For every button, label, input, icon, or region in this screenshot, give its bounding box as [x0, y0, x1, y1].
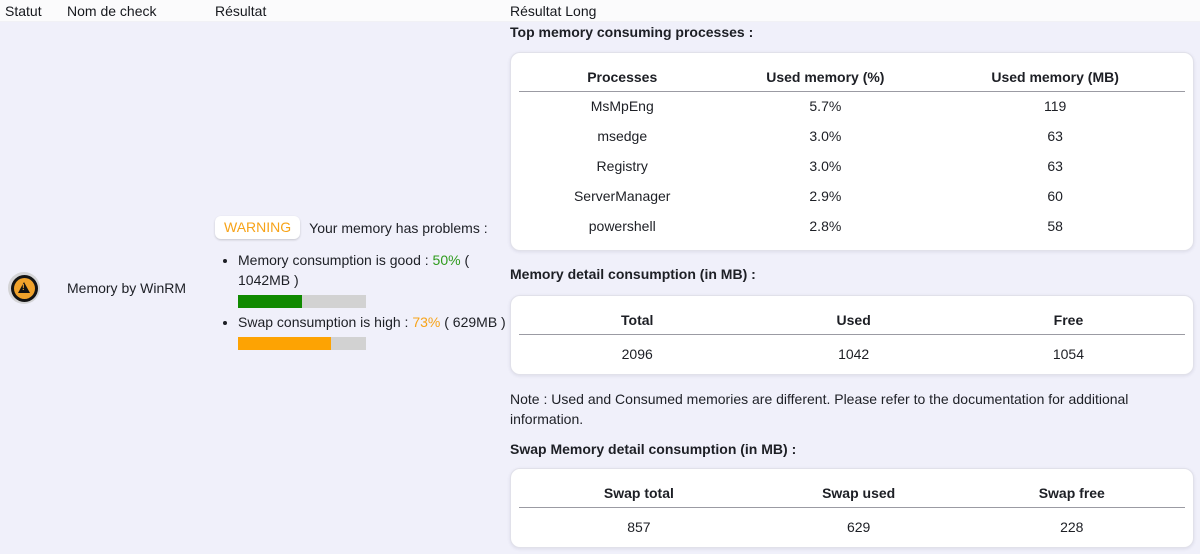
warning-icon-ring	[10, 274, 38, 302]
table-header: Used memory (MB)	[925, 53, 1185, 92]
table-cell: 857	[627, 519, 651, 536]
table-cell: msedge	[597, 128, 648, 144]
table-cell: 629	[846, 519, 871, 536]
swap-usage-bar-fill	[238, 337, 332, 350]
table-header: Swap free	[958, 469, 1185, 508]
problem-list: Memory consumption is good : 50% ( 1042M…	[215, 250, 515, 350]
result-summary-text: Your memory has problems :	[309, 219, 488, 236]
table-cell: 63	[1047, 128, 1063, 144]
table-row: powershell 2.8% 58	[519, 211, 1185, 241]
process-table: Processes Used memory (%) Used memory (M…	[519, 53, 1185, 241]
column-header-nom-de-check[interactable]: Nom de check	[67, 3, 157, 19]
table-header: Swap total	[519, 469, 759, 508]
table-header: Used	[755, 296, 952, 335]
column-header-resultat[interactable]: Résultat	[215, 3, 267, 19]
list-item: Swap consumption is high : 73% ( 629MB )	[238, 312, 515, 350]
swap-table-card: Swap total Swap used Swap free 857 629 2…	[510, 468, 1194, 548]
column-header-resultat-long[interactable]: Résultat Long	[510, 3, 597, 19]
swap-table: Swap total Swap used Swap free 857 629 2…	[519, 469, 1185, 547]
memory-usage-bar-fill	[238, 295, 302, 308]
table-header: Processes	[519, 53, 726, 92]
problem-percent: 73%	[412, 314, 441, 330]
problem-label: Swap consumption is high :	[238, 314, 409, 330]
table-row: 857 629 228	[519, 507, 1185, 547]
problem-label: Memory consumption is good :	[238, 252, 429, 268]
table-cell: powershell	[588, 218, 656, 234]
problem-percent: 50%	[432, 252, 461, 268]
section-title-memory-detail: Memory detail consumption (in MB) :	[510, 266, 756, 282]
section-title-processes: Top memory consuming processes :	[510, 24, 754, 40]
table-cell: 2.9%	[809, 188, 842, 204]
table-cell: ServerManager	[573, 188, 671, 204]
table-cell: 1054	[1052, 346, 1085, 363]
table-header-row: Processes Used memory (%) Used memory (M…	[519, 53, 1185, 92]
table-cell: 3.0%	[809, 158, 842, 174]
table-cell: Registry	[596, 158, 648, 174]
memory-usage-bar	[238, 295, 366, 308]
list-item: Memory consumption is good : 50% ( 1042M…	[238, 250, 515, 308]
table-header: Used memory (%)	[725, 53, 926, 92]
swap-usage-bar	[238, 337, 366, 350]
column-header-statut[interactable]: Statut	[5, 3, 42, 19]
table-row: MsMpEng 5.7% 119	[519, 91, 1185, 121]
memory-note-text: Note : Used and Consumed memories are di…	[510, 391, 1129, 427]
table-cell: 3.0%	[809, 128, 842, 144]
warning-icon-core	[13, 277, 35, 299]
table-row: ServerManager 2.9% 60	[519, 181, 1185, 211]
listing-header: Statut Nom de check Résultat Résultat Lo…	[0, 0, 1200, 22]
result-cell: WARNING Your memory has problems : Memor…	[215, 216, 515, 354]
table-cell: 5.7%	[809, 98, 842, 115]
memory-table: Total Used Free 2096 1042 1054	[519, 296, 1185, 374]
table-row: msedge 3.0% 63	[519, 121, 1185, 151]
check-name[interactable]: Memory by WinRM	[67, 280, 187, 296]
memory-table-card: Total Used Free 2096 1042 1054	[510, 295, 1194, 375]
status-badge: WARNING	[215, 216, 301, 239]
warning-status-icon	[8, 272, 40, 304]
table-cell: 63	[1047, 158, 1063, 174]
problem-detail: ( 1042MB )	[238, 252, 470, 288]
table-header: Total	[519, 296, 756, 335]
problem-detail: ( 629MB )	[444, 314, 506, 330]
table-header: Free	[951, 296, 1185, 335]
section-title-swap-detail: Swap Memory detail consumption (in MB) :	[510, 441, 797, 457]
process-table-card: Processes Used memory (%) Used memory (M…	[510, 52, 1194, 251]
warning-triangle-icon	[18, 281, 30, 293]
table-header-row: Total Used Free	[519, 296, 1185, 335]
table-cell: 228	[1060, 519, 1084, 536]
result-long-cell: Top memory consuming processes : Process…	[510, 22, 1194, 548]
table-header-row: Swap total Swap used Swap free	[519, 469, 1185, 508]
table-header: Swap used	[758, 469, 959, 508]
table-cell: 58	[1047, 218, 1063, 234]
table-cell: MsMpEng	[590, 98, 654, 115]
table-cell: 1042	[838, 346, 870, 363]
table-cell: 2096	[621, 346, 653, 363]
table-cell: 119	[1043, 98, 1067, 115]
table-row: Registry 3.0% 63	[519, 151, 1185, 181]
table-cell: 2.8%	[809, 218, 842, 234]
table-row: 2096 1042 1054	[519, 334, 1185, 374]
table-cell: 60	[1047, 188, 1063, 204]
result-summary-row: WARNING Your memory has problems :	[215, 216, 515, 239]
